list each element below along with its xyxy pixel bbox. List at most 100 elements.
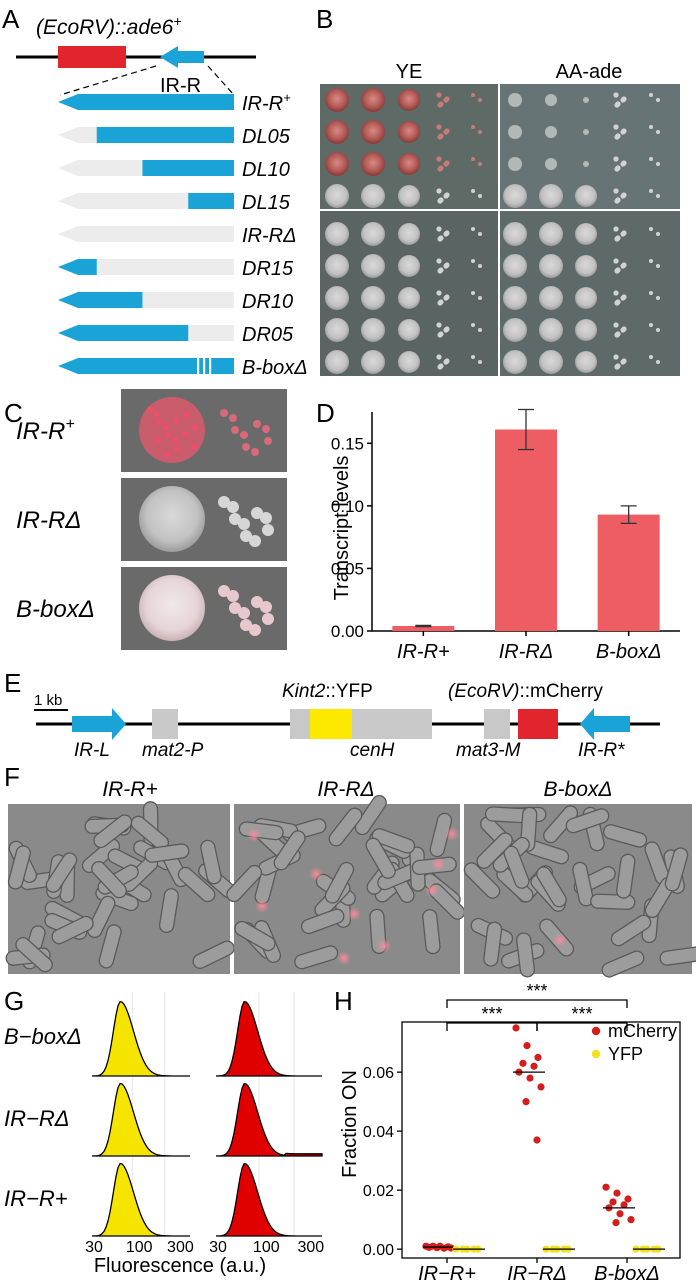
spot-aa-r3-c4-colony-1 xyxy=(656,194,660,198)
ir-r-label: IR-R xyxy=(160,75,201,97)
bar-chart: 0.00 0.05 0.10 0.15 IR-R+ IR-RΔ B-boxΔ xyxy=(331,408,680,663)
spot-aa-r0-c3-colony-4 xyxy=(615,101,621,107)
panel-label-c: C xyxy=(4,398,23,428)
spot-ye-r8-c1 xyxy=(361,350,385,374)
spot-ye-r4-c0 xyxy=(325,222,349,246)
panel-c: C IR-R+ IR-RΔ B-boxΔ xyxy=(4,389,287,650)
red-sector-8 xyxy=(173,418,179,424)
cell-2-11 xyxy=(572,861,594,907)
mat3m-box xyxy=(484,709,510,739)
mcherry-signal-1-3 xyxy=(347,907,361,921)
colony-small-1-7 xyxy=(249,535,261,547)
construct-1-label: DL05 xyxy=(242,126,291,148)
spot-ye-r3-c4-colony-0 xyxy=(471,189,475,193)
spot-aa-r4-c1 xyxy=(539,222,563,246)
mcherry-signal-1-2 xyxy=(255,899,269,913)
spot-aa-r4-c3-colony-3 xyxy=(621,230,627,236)
cell-0-29 xyxy=(144,843,190,863)
spot-aa-r0-c0 xyxy=(508,93,522,107)
spot-ye-r4-c4-colony-0 xyxy=(471,227,475,231)
spot-aa-r5-c1 xyxy=(539,254,563,278)
legend-marker-1 xyxy=(591,1049,601,1059)
colony-small-2-8 xyxy=(260,601,272,613)
spot-ye-r4-c3-colony-3 xyxy=(444,230,450,236)
histogram-2-0 xyxy=(91,1162,190,1237)
mat2p-box xyxy=(152,709,178,739)
cell-1-32 xyxy=(226,864,263,903)
panel-label-e: E xyxy=(4,668,21,698)
ir-r-star-arrow xyxy=(580,708,630,740)
spot-ye-r1-c1 xyxy=(361,120,385,144)
spot-aa-r8-c4-colony-0 xyxy=(649,355,653,359)
construct-4-ghost xyxy=(58,226,234,242)
spot-aa-r3-c3-colony-0 xyxy=(613,188,619,194)
spot-ye-r1-c0 xyxy=(325,120,349,144)
cell-1-26 xyxy=(324,861,355,904)
point-0-1-4 xyxy=(530,1062,538,1070)
cenh-right-box xyxy=(352,709,432,739)
spot-aa-r8-c3-colony-0 xyxy=(613,354,619,360)
panel-label-g: G xyxy=(4,986,24,1016)
significance-bracket-1 xyxy=(446,1022,538,1031)
spot-aa-r2-c3-colony-4 xyxy=(615,165,621,171)
spot-aa-r8-c4-colony-1 xyxy=(656,360,660,364)
spot-aa-r7-c1 xyxy=(539,318,563,342)
spot-ye-r5-c3-colony-3 xyxy=(444,262,450,268)
spot-aa-r3-c3-colony-3 xyxy=(621,192,627,198)
cell-2-20 xyxy=(616,853,636,899)
legend-label-0: mCherry xyxy=(608,1021,677,1041)
spot-aa-r2-c3-colony-0 xyxy=(613,156,619,162)
spot-ye-r3-c3-colony-0 xyxy=(436,188,442,194)
spot-ye-r1-c3-colony-0 xyxy=(436,124,442,130)
g-row-label-2: IR−R+ xyxy=(4,1186,68,1211)
spot-aa-r5-c3-colony-3 xyxy=(621,262,627,268)
spot-aa-r4-c2 xyxy=(575,223,597,245)
histogram-grid: 30 100 300 30 100 300 B−boxΔ IR−RΔ IR−R+ xyxy=(4,992,324,1256)
ir-r-arrow xyxy=(160,46,204,68)
ir-l-arrow xyxy=(72,708,126,740)
construct-2-label: DL10 xyxy=(242,159,290,181)
spot-ye-r7-c3-colony-0 xyxy=(436,322,442,328)
spot-ye-r7-c0 xyxy=(325,318,349,342)
cell-0-15 xyxy=(177,866,216,903)
colony-small-0-6 xyxy=(240,431,248,439)
spot-aa-r2-c4-colony-1 xyxy=(656,162,660,166)
point-0-1-7 xyxy=(537,1083,545,1091)
colony-small-0-4 xyxy=(264,437,272,445)
bbox-deletion-mark-2 xyxy=(209,358,212,374)
spot-aa-r2-c2 xyxy=(583,161,589,167)
cell-1-1 xyxy=(422,909,441,955)
spot-ye-r8-c4-colony-0 xyxy=(471,355,475,359)
mcherry-signal-2-0 xyxy=(553,933,567,947)
yfp-box xyxy=(310,709,352,739)
spot-ye-r8-c3-colony-3 xyxy=(444,358,450,364)
cell-2-30 xyxy=(476,832,513,869)
colony-label-2: B-boxΔ xyxy=(16,596,95,623)
spot-aa-r6-c1 xyxy=(539,286,563,310)
f-title-bbox-delta: B-boxΔ xyxy=(544,778,613,801)
cell-0-25 xyxy=(192,940,235,969)
mcherry-signal-1-0 xyxy=(247,828,261,842)
spot-ye-r0-c1 xyxy=(361,88,385,112)
h-ytick-label-2: 0.04 xyxy=(363,1124,394,1141)
colony-small-1-3 xyxy=(251,507,263,519)
cell-1-29 xyxy=(328,807,363,847)
spot-ye-r5-c1 xyxy=(361,254,385,278)
spot-ye-r5-c3-colony-0 xyxy=(436,258,442,264)
h-xtick-label-1: IR−RΔ xyxy=(507,1263,567,1280)
significance-bracket-0 xyxy=(446,999,628,1008)
panel-label-h: H xyxy=(334,986,353,1016)
spot-aa-r5-c2 xyxy=(575,255,597,277)
cell-0-14 xyxy=(15,936,53,973)
spot-aa-r4-c3-colony-0 xyxy=(613,226,619,232)
spot-aa-r1-c3-colony-3 xyxy=(621,128,627,134)
d-ytick-label-3: 0.15 xyxy=(331,434,364,453)
d-ytick-label-1: 0.05 xyxy=(331,559,364,578)
cell-2-15 xyxy=(543,805,579,844)
construct-list: IR-R+ DL05 DL10 DL15 IR-RΔ DR15 DR10 DR05 B-boxΔ xyxy=(58,90,308,379)
histogram-1-0 xyxy=(91,1082,190,1157)
spot-aa-r3-c4-colony-0 xyxy=(649,189,653,193)
cell-0-3 xyxy=(81,838,121,874)
construct-5-ghost xyxy=(58,259,234,275)
